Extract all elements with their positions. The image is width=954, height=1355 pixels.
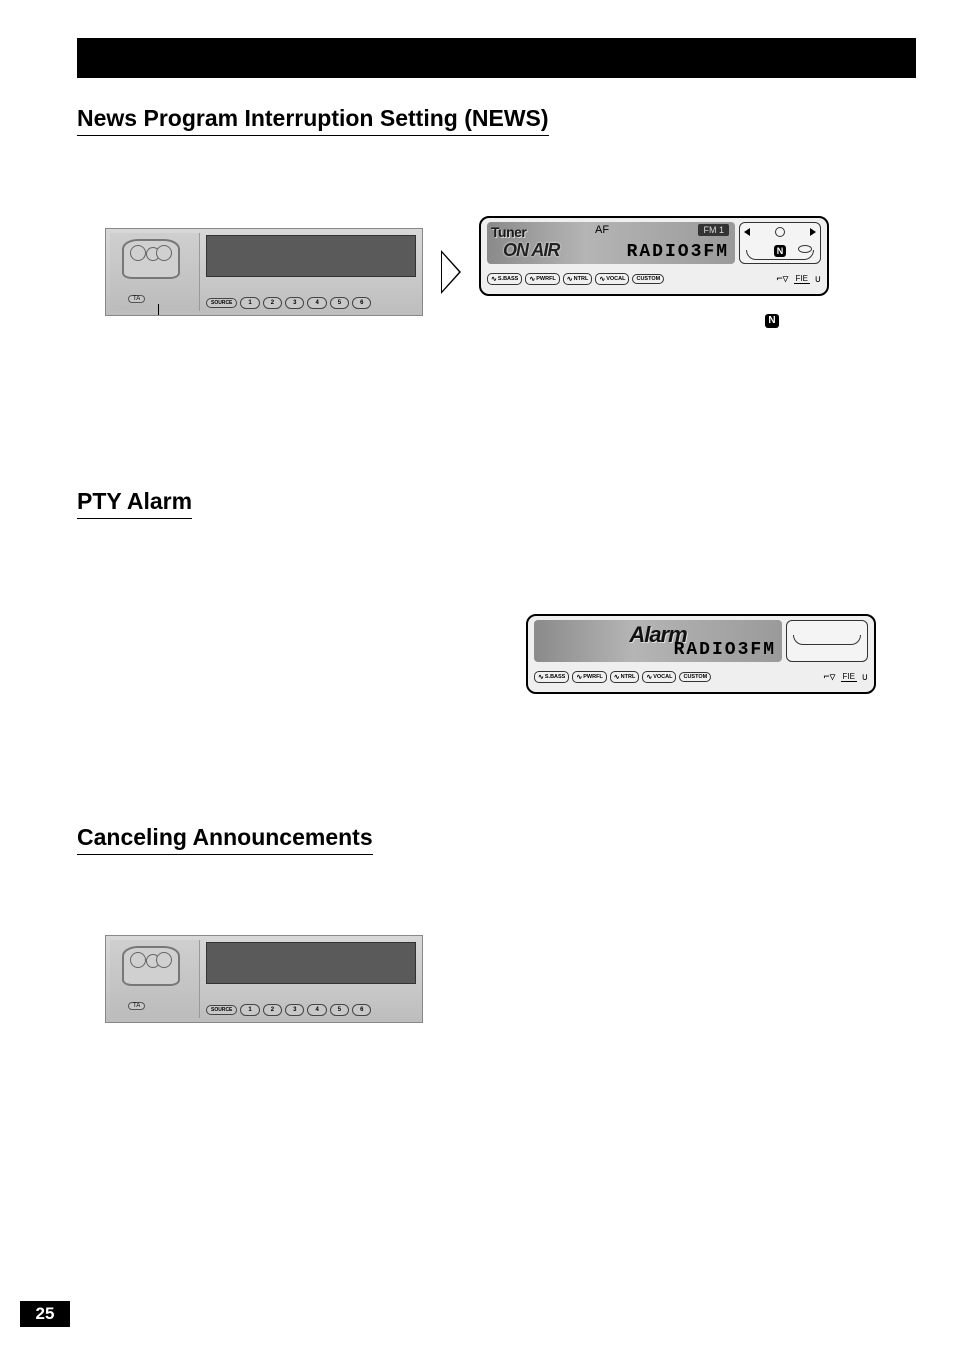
header-bar xyxy=(77,38,916,78)
news-n-badge-callout: N xyxy=(765,314,779,328)
page-number: 25 xyxy=(20,1301,70,1327)
alarm-figure-row: Alarm RADIO3FM ∿S.BASS ∿PWRFL ∿NTRL ∿VOC… xyxy=(77,614,876,694)
preset-2[interactable]: 2 xyxy=(263,297,282,309)
cancel-knob-center-icon xyxy=(146,954,160,968)
device-display xyxy=(206,235,416,277)
sound-pwrfl: ∿PWRFL xyxy=(525,273,559,285)
nav-dot-icon xyxy=(775,227,785,237)
alarm-nav-curve xyxy=(793,635,861,645)
lcd-news-panel: Tuner AF FM 1 ON AIR RADIO3FM N xyxy=(479,216,829,296)
section-cancel: Canceling Announcements TA SOURCE 1 2 3 … xyxy=(77,824,876,1023)
lcd-alarm-sound-row: ∿S.BASS ∿PWRFL ∿NTRL ∿VOCAL CUSTOM ⌐▽ FI… xyxy=(534,666,868,688)
lcd-bottom-right: ⌐▽ FIE ∪ xyxy=(776,274,821,285)
device-panel: TA SOURCE 1 2 3 4 5 6 xyxy=(105,228,423,316)
alarm-sbass-label: S.BASS xyxy=(545,674,565,680)
alarm-sound-ntrl: ∿NTRL xyxy=(610,671,640,683)
alarm-bottom-right: ⌐▽ FIE ∪ xyxy=(823,672,868,683)
nav-right-icon xyxy=(810,228,816,236)
sound-vocal-label: VOCAL xyxy=(606,276,625,282)
lcd-alarm-station: RADIO3FM xyxy=(674,640,776,660)
cancel-device-display xyxy=(206,942,416,984)
alarm-sound-pwrfl: ∿PWRFL xyxy=(572,671,606,683)
pointer-line xyxy=(158,304,159,316)
cancel-preset-5[interactable]: 5 xyxy=(330,1004,349,1016)
alarm-sound-vocal: ∿VOCAL xyxy=(642,671,676,683)
cancel-preset-1[interactable]: 1 xyxy=(240,1004,259,1016)
cancel-source-button[interactable]: SOURCE xyxy=(206,1005,237,1015)
alarm-sound-sbass: ∿S.BASS xyxy=(534,671,569,683)
cancel-preset-3[interactable]: 3 xyxy=(285,1004,304,1016)
alarm-shape-left-icon: ⌐▽ xyxy=(823,672,835,683)
cancel-figure-row: TA SOURCE 1 2 3 4 5 6 xyxy=(105,935,876,1023)
alarm-fie-label: FIE xyxy=(841,672,857,682)
lcd-onair-label: ON AIR xyxy=(503,240,559,261)
device-knob xyxy=(122,239,180,279)
cancel-device-left: TA xyxy=(110,940,200,1018)
lcd-af-label: AF xyxy=(595,224,609,236)
alarm-ntrl-label: NTRL xyxy=(621,674,636,680)
cancel-preset-6[interactable]: 6 xyxy=(352,1004,371,1016)
cancel-button-row: SOURCE 1 2 3 4 5 6 xyxy=(206,1004,416,1016)
fie-label: FIE xyxy=(794,274,810,284)
cancel-device-knob xyxy=(122,946,180,986)
arrow-right-icon xyxy=(441,250,461,294)
lcd-alarm-panel: Alarm RADIO3FM ∿S.BASS ∿PWRFL ∿NTRL ∿VOC… xyxy=(526,614,876,694)
preset-1[interactable]: 1 xyxy=(240,297,259,309)
lcd-nav-top xyxy=(744,225,816,239)
preset-3[interactable]: 3 xyxy=(285,297,304,309)
alarm-pwrfl-label: PWRFL xyxy=(583,674,603,680)
alarm-shape-right-icon: ∪ xyxy=(862,672,868,683)
cancel-device-panel: TA SOURCE 1 2 3 4 5 6 xyxy=(105,935,423,1023)
alarm-sound-custom: CUSTOM xyxy=(679,672,711,682)
page-content: News Program Interruption Setting (NEWS)… xyxy=(77,105,876,1023)
lcd-band-label: FM 1 xyxy=(698,224,729,236)
section-pty: PTY Alarm Alarm RADIO3FM ∿S.BASS ∿PWRFL … xyxy=(77,488,876,694)
lcd-sound-row: ∿S.BASS ∿PWRFL ∿NTRL ∿VOCAL CUSTOM ⌐▽ FI… xyxy=(487,268,821,290)
cancel-preset-2[interactable]: 2 xyxy=(263,1004,282,1016)
cancel-ta-button[interactable]: TA xyxy=(128,1002,145,1010)
nav-left-icon xyxy=(744,228,750,236)
lcd-news-wrap: Tuner AF FM 1 ON AIR RADIO3FM N xyxy=(479,216,829,328)
knob-center-icon xyxy=(146,247,160,261)
shape-right-icon: ∪ xyxy=(815,274,821,285)
sound-vocal: ∿VOCAL xyxy=(595,273,629,285)
cancel-preset-4[interactable]: 4 xyxy=(307,1004,326,1016)
news-figure-row: TA SOURCE 1 2 3 4 5 6 Tuner AF FM 1 xyxy=(105,216,876,328)
nav-curve xyxy=(746,250,814,260)
lcd-station: RADIO3FM xyxy=(627,242,729,262)
sound-ntrl: ∿NTRL xyxy=(563,273,593,285)
lcd-alarm-nav-pad xyxy=(786,620,868,662)
device-button-row: SOURCE 1 2 3 4 5 6 xyxy=(206,297,416,309)
preset-4[interactable]: 4 xyxy=(307,297,326,309)
heading-pty: PTY Alarm xyxy=(77,488,192,519)
device-left: TA xyxy=(110,233,200,311)
preset-5[interactable]: 5 xyxy=(330,297,349,309)
sound-custom: CUSTOM xyxy=(632,274,664,284)
preset-6[interactable]: 6 xyxy=(352,297,371,309)
sound-ntrl-label: NTRL xyxy=(574,276,589,282)
lcd-news-top: Tuner AF FM 1 ON AIR RADIO3FM xyxy=(487,222,735,264)
sound-sbass: ∿S.BASS xyxy=(487,273,522,285)
lcd-alarm-top: Alarm RADIO3FM xyxy=(534,620,782,662)
alarm-vocal-label: VOCAL xyxy=(653,674,672,680)
source-button[interactable]: SOURCE xyxy=(206,298,237,308)
sound-pwrfl-label: PWRFL xyxy=(536,276,556,282)
heading-cancel: Canceling Announcements xyxy=(77,824,373,855)
shape-left-icon: ⌐▽ xyxy=(776,274,788,285)
sound-sbass-label: S.BASS xyxy=(498,276,518,282)
heading-news: News Program Interruption Setting (NEWS) xyxy=(77,105,549,136)
lcd-nav-pad: N xyxy=(739,222,821,264)
ta-button[interactable]: TA xyxy=(128,295,145,303)
lcd-mode-label: Tuner xyxy=(491,224,526,240)
